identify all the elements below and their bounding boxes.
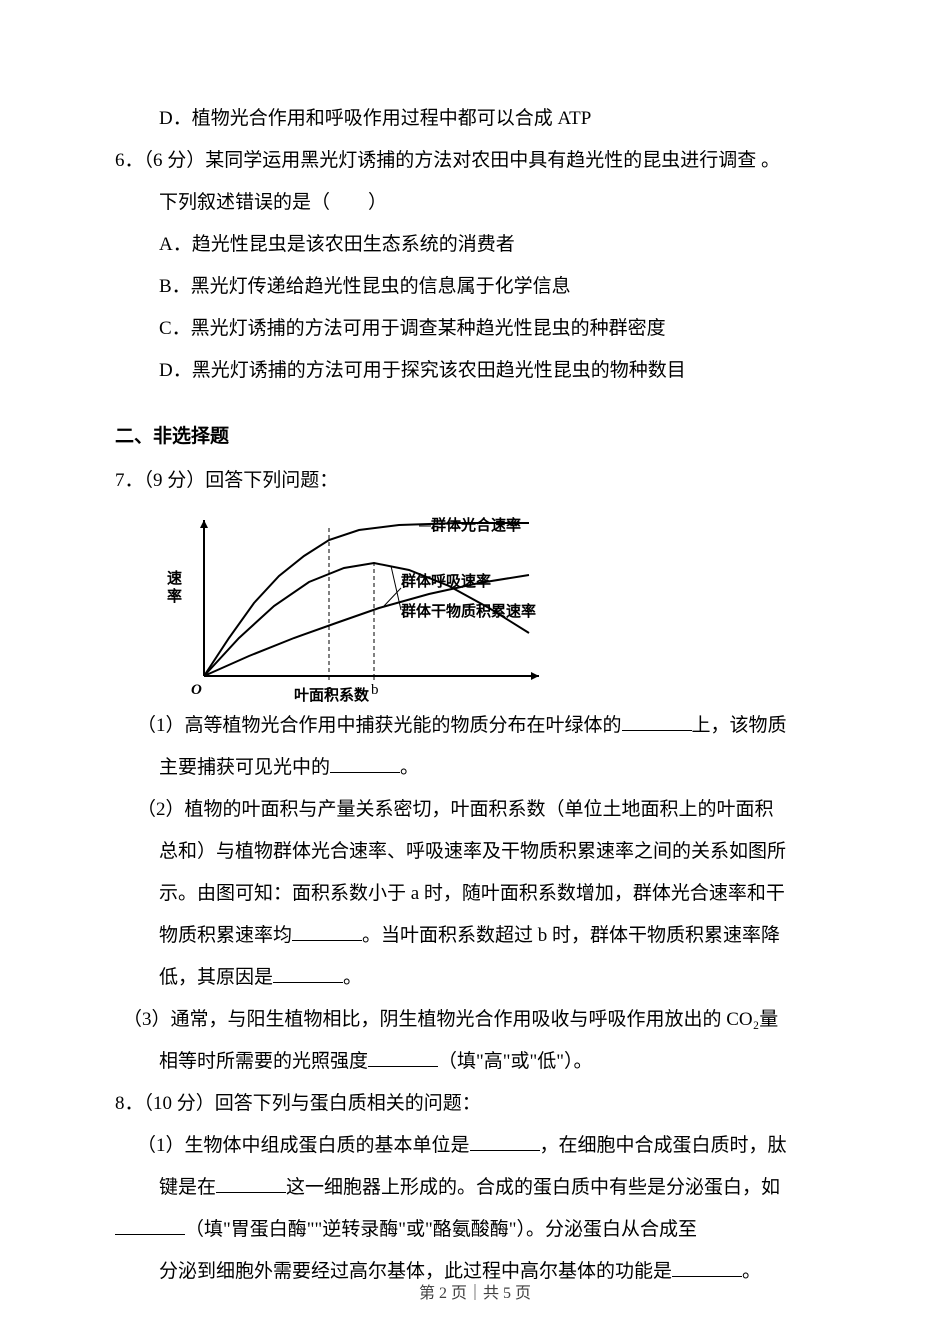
q8-sub1a: （1）生物体中组成蛋白质的基本单位是 <box>137 1135 470 1156</box>
q7-sub2-line2: 总和）与植物群体光合速率、呼吸速率及干物质积累速率之间的关系如图所 <box>115 833 835 871</box>
blank <box>330 754 400 773</box>
q7-sub3-line2: 相等时所需要的光照强度 （填"高"或"低"）。 <box>115 1043 835 1081</box>
blank <box>622 712 692 731</box>
section-header-text: 二、非选择题 <box>115 426 229 447</box>
q7-sub2g: 。 <box>343 967 362 988</box>
q6-option-d-text: D．黑光灯诱捕的方法可用于探究该农田趋光性昆虫的物种数目 <box>159 360 686 381</box>
q7-sub1b: 上，该物质 <box>692 715 787 736</box>
q7-sub2d: 物质积累速率均 <box>159 925 292 946</box>
q7-sub2a: （2）植物的叶面积与产量关系密切，叶面积系数（单位土地面积上的叶面积 <box>137 799 774 820</box>
q6-option-b: B．黑光灯传递给趋光性昆虫的信息属于化学信息 <box>115 268 835 306</box>
blank <box>273 964 343 983</box>
q6-option-a: A．趋光性昆虫是该农田生态系统的消费者 <box>115 226 835 264</box>
q6-option-c: C．黑光灯诱捕的方法可用于调查某种趋光性昆虫的种群密度 <box>115 310 835 348</box>
q7-sub2-line1: （2）植物的叶面积与产量关系密切，叶面积系数（单位土地面积上的叶面积 <box>115 791 835 829</box>
q7-sub1c: 主要捕获可见光中的 <box>159 757 330 778</box>
svg-text:群体干物质积累速率: 群体干物质积累速率 <box>401 602 536 620</box>
chart-svg: 群体光合速率群体呼吸速率群体干物质积累速率速率Oab叶面积系数 <box>159 508 549 703</box>
q7-sub2f: 低，其原因是 <box>159 967 273 988</box>
q5-option-d: D．植物光合作用和呼吸作用过程中都可以合成 ATP <box>115 100 835 138</box>
q6-option-b-text: B．黑光灯传递给趋光性昆虫的信息属于化学信息 <box>159 276 571 297</box>
svg-text:b: b <box>371 682 379 698</box>
blank <box>368 1048 438 1067</box>
svg-text:叶面积系数: 叶面积系数 <box>294 686 370 703</box>
svg-text:群体呼吸速率: 群体呼吸速率 <box>401 572 491 590</box>
q7-stem-text: 7．（9 分）回答下列问题： <box>115 470 338 491</box>
blank <box>292 922 362 941</box>
q6-stem-line1: 6．（6 分）某同学运用黑光灯诱捕的方法对农田中具有趋光性的昆虫进行调查 。 <box>115 142 835 180</box>
q6-stem-line2: 下列叙述错误的是（ ） <box>115 184 835 222</box>
blank <box>672 1258 742 1277</box>
q7-sub1-line2: 主要捕获可见光中的 。 <box>115 749 835 787</box>
q6-stem-text2: 下列叙述错误的是（ ） <box>159 192 387 213</box>
q7-sub3a: （3）通常，与阳生植物相比，阴生植物光合作用吸收与呼吸作用放出的 CO₂量 <box>123 1009 778 1030</box>
blank <box>216 1174 286 1193</box>
q6-stem-text1: 6．（6 分）某同学运用黑光灯诱捕的方法对农田中具有趋光性的昆虫进行调查 。 <box>115 150 780 171</box>
q7-sub3-line1: （3）通常，与阳生植物相比，阴生植物光合作用吸收与呼吸作用放出的 CO₂量 <box>115 1001 835 1039</box>
q8-sub1-line1: （1）生物体中组成蛋白质的基本单位是 ，在细胞中合成蛋白质时，肽 <box>115 1127 835 1165</box>
q8-sub1b: ，在细胞中合成蛋白质时，肽 <box>540 1135 787 1156</box>
q7-sub3c: （填"高"或"低"）。 <box>438 1051 593 1072</box>
q7-stem: 7．（9 分）回答下列问题： <box>115 462 835 500</box>
svg-text:群体光合速率: 群体光合速率 <box>431 516 521 534</box>
q8-sub1e: （填"胃蛋白酶""逆转录酶"或"酪氨酸酶"）。分泌蛋白从合成至 <box>185 1219 697 1240</box>
q7-sub1a: （1）高等植物光合作用中捕获光能的物质分布在叶绿体的 <box>137 715 622 736</box>
q7-sub2-line4: 物质积累速率均 。当叶面积系数超过 b 时，群体干物质积累速率降 <box>115 917 835 955</box>
blank <box>115 1216 185 1235</box>
q8-sub1-line2: 键是在 这一细胞器上形成的。合成的蛋白质中有些是分泌蛋白，如 <box>115 1169 835 1207</box>
q7-sub2-line3: 示。由图可知：面积系数小于 a 时，随叶面积系数增加，群体光合速率和干 <box>115 875 835 913</box>
q8-sub1-line3: （填"胃蛋白酶""逆转录酶"或"酪氨酸酶"）。分泌蛋白从合成至 <box>115 1211 835 1249</box>
q6-option-a-text: A．趋光性昆虫是该农田生态系统的消费者 <box>159 234 515 255</box>
q5-option-d-text: D．植物光合作用和呼吸作用过程中都可以合成 ATP <box>159 108 591 129</box>
q7-sub2c: 示。由图可知：面积系数小于 a 时，随叶面积系数增加，群体光合速率和干 <box>159 883 785 904</box>
svg-text:O: O <box>191 682 202 698</box>
q7-sub1d: 。 <box>400 757 419 778</box>
q8-sub1d: 这一细胞器上形成的。合成的蛋白质中有些是分泌蛋白，如 <box>286 1177 780 1198</box>
q6-option-c-text: C．黑光灯诱捕的方法可用于调查某种趋光性昆虫的种群密度 <box>159 318 666 339</box>
q7-sub2b: 总和）与植物群体光合速率、呼吸速率及干物质积累速率之间的关系如图所 <box>159 841 786 862</box>
q8-sub1c: 键是在 <box>159 1177 216 1198</box>
q7-sub1-line1: （1）高等植物光合作用中捕获光能的物质分布在叶绿体的 上，该物质 <box>115 707 835 745</box>
blank <box>470 1132 540 1151</box>
section-header: 二、非选择题 <box>115 418 835 456</box>
chart-figure: 群体光合速率群体呼吸速率群体干物质积累速率速率Oab叶面积系数 <box>159 508 549 703</box>
q7-sub2-line5: 低，其原因是 。 <box>115 959 835 997</box>
q8-stem-text: 8．（10 分）回答下列与蛋白质相关的问题： <box>115 1093 481 1114</box>
page-footer: 第 2 页｜共 5 页 <box>0 1278 950 1310</box>
q7-sub3b: 相等时所需要的光照强度 <box>159 1051 368 1072</box>
q8-stem: 8．（10 分）回答下列与蛋白质相关的问题： <box>115 1085 835 1123</box>
q7-sub2e: 。当叶面积系数超过 b 时，群体干物质积累速率降 <box>362 925 780 946</box>
footer-text: 第 2 页｜共 5 页 <box>419 1285 531 1302</box>
q6-option-d: D．黑光灯诱捕的方法可用于探究该农田趋光性昆虫的物种数目 <box>115 352 835 390</box>
